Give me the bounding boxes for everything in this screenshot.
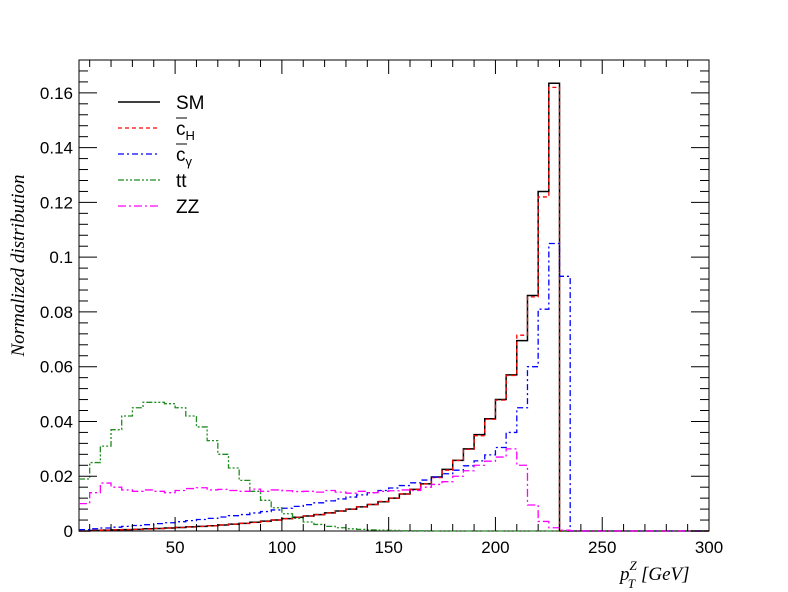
series-line-c-2 [79,242,709,532]
series-line-zz [79,448,709,532]
x-tick-label: 50 [166,538,185,557]
axes: 50 100 150 200 250 300 0 0.02 0.04 0.06 0.08 0.1 0.1… [8,60,723,591]
y-tick-label: 0.1 [49,248,73,267]
legend-label-2: cγ [176,145,193,169]
plot-area-frame [78,59,710,532]
series-line-sm [79,82,709,532]
x-tick-label: 250 [588,538,616,557]
y-tick-label: 0.12 [40,193,73,212]
y-tick-label: 0.04 [40,412,73,431]
x-axis-title: pZ T [GeV] [618,558,690,591]
y-axis-title: Normalized distribution [8,174,29,357]
plot-frame [78,59,710,532]
legend-label-1: cH [176,119,195,143]
y-tick-label: 0.16 [40,84,73,103]
y-tick-label: 0.06 [40,358,73,377]
y-tick-label: 0.08 [40,303,73,322]
y-tick-label: 0.14 [40,139,73,158]
x-tick-label: 200 [481,538,509,557]
y-tick-label: 0.02 [40,467,73,486]
legend-label-4: ZZ [176,197,200,218]
legend-label-3: tt [176,171,187,192]
series-line-tt [79,401,709,532]
y-tick-label: 0 [64,522,73,541]
series-layer [79,82,709,532]
series-line-c-1 [79,86,709,532]
x-tick-label: 150 [374,538,402,557]
x-tick-label: 300 [695,538,723,557]
legend-label-0: SM [176,93,205,114]
x-tick-label: 100 [268,538,296,557]
